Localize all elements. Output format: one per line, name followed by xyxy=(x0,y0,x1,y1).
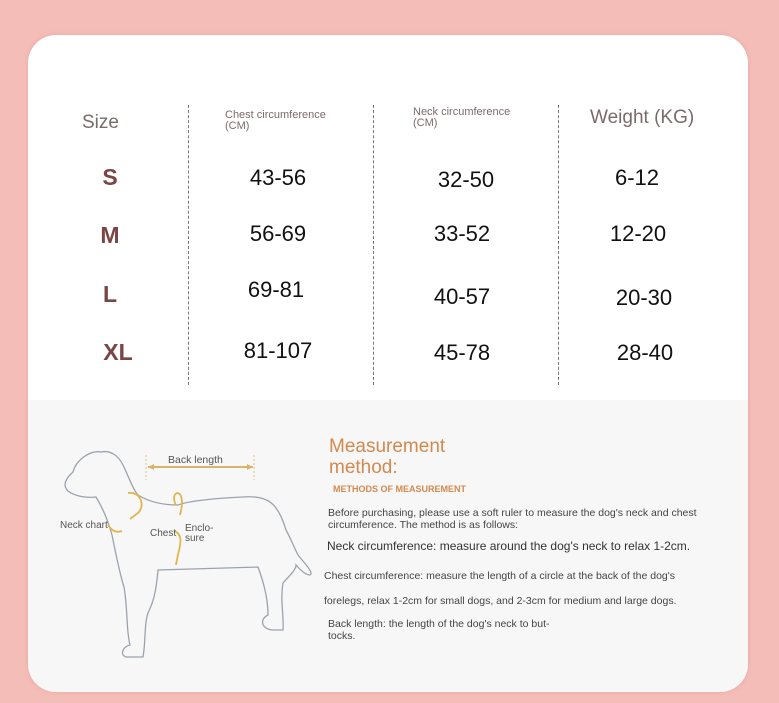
dog-outline-illustration xyxy=(64,450,312,658)
size-cell: XL xyxy=(103,339,133,365)
size-cell: L xyxy=(102,281,118,307)
chest-cell: 81-107 xyxy=(243,338,313,363)
size-chart-card: Size Chest circumference (CM) Neck circu… xyxy=(28,35,748,692)
back-method-text: Back length: the length of the dog's nec… xyxy=(328,618,550,642)
measurement-title: Measurement method: xyxy=(329,436,446,478)
header-weight: Weight (KG) xyxy=(590,107,695,128)
chest-cell: 69-81 xyxy=(247,277,305,302)
chest-label: Chest xyxy=(150,528,177,539)
intro-text: Before purchasing, please use a soft rul… xyxy=(328,507,697,531)
back-length-label: Back length xyxy=(168,454,223,466)
neck-cell: 32-50 xyxy=(437,167,495,192)
header-chest: Chest circumference (CM) xyxy=(225,109,326,132)
neck-cell: 45-78 xyxy=(433,340,491,365)
chest-cell: 56-69 xyxy=(249,221,307,246)
weight-cell: 12-20 xyxy=(609,221,667,246)
header-neck: Neck circumference (CM) xyxy=(413,106,511,129)
weight-cell: 20-30 xyxy=(615,285,673,310)
chest-method-text-1: Chest circumference: measure the length … xyxy=(324,570,676,582)
header-size: Size xyxy=(82,112,119,133)
size-cell: S xyxy=(102,164,118,190)
size-cell: M xyxy=(100,222,120,248)
neck-method-text: Neck circumference: measure around the d… xyxy=(327,539,691,553)
column-divider xyxy=(373,105,374,385)
enclosure-label: Enclo-sure xyxy=(185,523,214,544)
neck-chart-label: Neck chart xyxy=(60,520,108,531)
weight-cell: 6-12 xyxy=(614,165,660,190)
neck-cell: 40-57 xyxy=(433,284,491,309)
column-divider xyxy=(558,105,559,385)
measurement-section xyxy=(28,400,748,692)
measurement-subtitle: METHODS OF MEASUREMENT xyxy=(333,484,467,494)
weight-cell: 28-40 xyxy=(616,340,674,365)
chest-method-text-2: forelegs, relax 1-2cm for small dogs, an… xyxy=(324,595,677,607)
column-divider xyxy=(188,105,189,385)
neck-cell: 33-52 xyxy=(433,221,491,246)
chest-cell: 43-56 xyxy=(249,165,307,190)
